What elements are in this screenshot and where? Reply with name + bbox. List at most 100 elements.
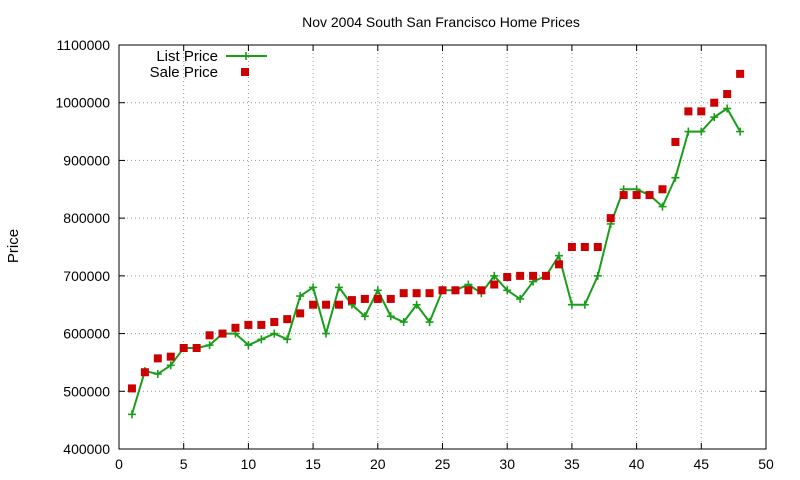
list-price-point — [412, 300, 421, 309]
legend-label: Sale Price — [150, 64, 218, 81]
sale-price-point — [127, 384, 136, 393]
list-price-point — [554, 251, 563, 260]
sale-price-point — [503, 273, 512, 282]
sale-price-point — [140, 368, 149, 377]
sale-price-point — [334, 300, 343, 309]
sale-price-point — [205, 331, 214, 340]
y-tick-label: 400000 — [63, 441, 110, 457]
x-tick-label: 15 — [305, 456, 321, 472]
y-tick-label: 500000 — [63, 383, 110, 399]
x-tick-label: 10 — [241, 456, 257, 472]
sale-price-point — [322, 300, 331, 309]
sale-price-point — [244, 320, 253, 329]
x-tick-label: 20 — [370, 456, 386, 472]
sale-price-point — [425, 289, 434, 298]
sale-price-point — [619, 191, 628, 200]
list-price-point — [593, 271, 602, 280]
list-price-point — [283, 335, 292, 344]
list-price-point — [205, 341, 214, 350]
list-price-point — [373, 286, 382, 295]
sale-price-point — [347, 296, 356, 305]
sale-price-point — [218, 329, 227, 338]
sale-price-point — [684, 107, 693, 116]
list-price-point — [503, 286, 512, 295]
sale-price-point — [529, 271, 538, 280]
x-tick-label: 25 — [435, 456, 451, 472]
y-tick-label: 1100000 — [57, 37, 111, 53]
sale-price-point — [606, 214, 615, 223]
sale-price-point — [710, 98, 719, 107]
y-tick-label: 900000 — [63, 152, 110, 168]
sale-price-point — [477, 286, 486, 295]
y-tick-label: 600000 — [63, 326, 110, 342]
y-axis-label: Price — [5, 229, 22, 263]
sale-price-point — [723, 90, 732, 99]
sale-price-point — [593, 243, 602, 251]
list-price-point — [322, 329, 331, 338]
sale-price-point — [179, 344, 188, 352]
list-price-point — [671, 173, 680, 182]
list-price-point — [334, 283, 343, 292]
list-price-point — [386, 312, 395, 321]
list-price-line — [130, 107, 741, 415]
list-price-point — [153, 369, 162, 378]
legend-square-swatch — [241, 68, 249, 76]
y-tick-label: 800000 — [63, 210, 110, 226]
x-tick-label: 5 — [180, 456, 188, 472]
x-tick-label: 50 — [758, 456, 774, 472]
list-price-point — [710, 113, 719, 122]
chart-title: Nov 2004 South San Francisco Home Prices — [302, 14, 580, 30]
y-tick-label: 1000000 — [55, 95, 110, 111]
list-price-point — [244, 341, 253, 350]
legend-label: List Price — [156, 48, 218, 65]
y-tick-label: 700000 — [63, 268, 110, 284]
sale-price-point — [360, 294, 369, 303]
sale-price-point — [671, 137, 680, 146]
list-price-point — [309, 283, 318, 292]
sale-price-point — [542, 271, 551, 280]
x-tick-label: 35 — [564, 456, 580, 472]
sale-price-point — [697, 107, 706, 116]
sale-price-point — [658, 185, 667, 194]
list-price-point — [127, 410, 136, 419]
list-price-point — [425, 318, 434, 327]
sale-price-point — [580, 243, 589, 251]
sale-price-point — [257, 320, 266, 329]
sale-price-point — [192, 344, 201, 352]
list-price-point — [658, 202, 667, 211]
legend-entry: Sale Price — [150, 64, 249, 81]
sale-price-point — [153, 354, 162, 363]
sale-price-point — [386, 294, 395, 303]
sale-price-point — [270, 318, 279, 327]
sale-price-point — [373, 294, 382, 303]
sale-price-point — [399, 289, 408, 298]
list-price-point — [360, 312, 369, 321]
sale-price-point — [231, 323, 240, 332]
list-price-point — [684, 127, 693, 136]
list-price-point — [296, 292, 305, 301]
grid-lines — [119, 45, 766, 449]
sale-price-point — [412, 289, 421, 298]
x-tick-label: 0 — [115, 456, 123, 472]
list-price-point — [567, 300, 576, 309]
x-tick-label: 40 — [629, 456, 645, 472]
sale-price-point — [567, 243, 576, 251]
sale-price-point — [490, 280, 499, 289]
list-price-point — [166, 361, 175, 370]
sale-price-point — [283, 315, 292, 324]
sale-price-point — [736, 69, 745, 78]
sale-price-point — [632, 191, 641, 200]
series-layer — [127, 69, 745, 419]
sale-price-point — [166, 352, 175, 361]
sale-price-point — [451, 286, 460, 295]
x-tick-label: 45 — [694, 456, 710, 472]
list-price-point — [399, 318, 408, 327]
series-sale-price — [127, 69, 745, 393]
sale-price-point — [464, 286, 473, 295]
sale-price-point — [516, 271, 525, 280]
sale-price-point — [296, 309, 305, 318]
sale-price-point — [554, 260, 563, 269]
list-price-point — [516, 294, 525, 303]
